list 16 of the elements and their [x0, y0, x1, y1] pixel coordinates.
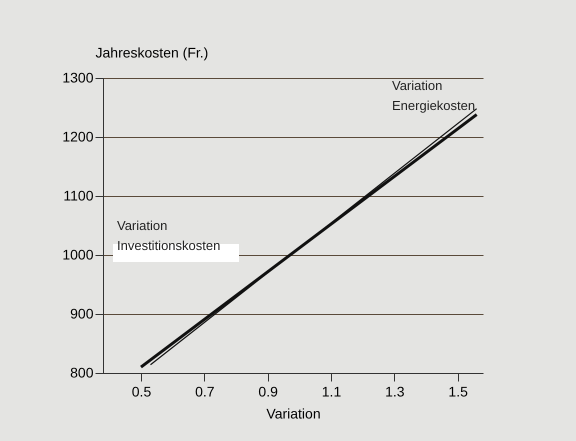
annotation: Variation Energiekosten	[392, 78, 476, 113]
y-tick-label: 800	[70, 364, 94, 380]
x-tick-label: 1.3	[385, 384, 405, 400]
y-tick-label: 1000	[62, 246, 94, 262]
x-tick-label: 1.1	[322, 384, 342, 400]
y-tick-label: 1200	[62, 128, 94, 144]
y-tick-label: 900	[70, 306, 94, 322]
x-tick-label: 0.5	[132, 384, 152, 400]
y-axis-title: Jahreskosten (Fr.)	[96, 44, 208, 60]
x-axis-title: Variation	[266, 406, 321, 422]
y-tick-label: 1100	[63, 188, 94, 204]
y-tick-label: 1300	[62, 70, 94, 86]
x-tick-label: 0.9	[258, 384, 278, 400]
annotation: Variation Investitionskosten	[117, 218, 220, 253]
x-tick-label: 0.7	[195, 384, 215, 400]
x-tick-label: 1.5	[448, 384, 468, 400]
